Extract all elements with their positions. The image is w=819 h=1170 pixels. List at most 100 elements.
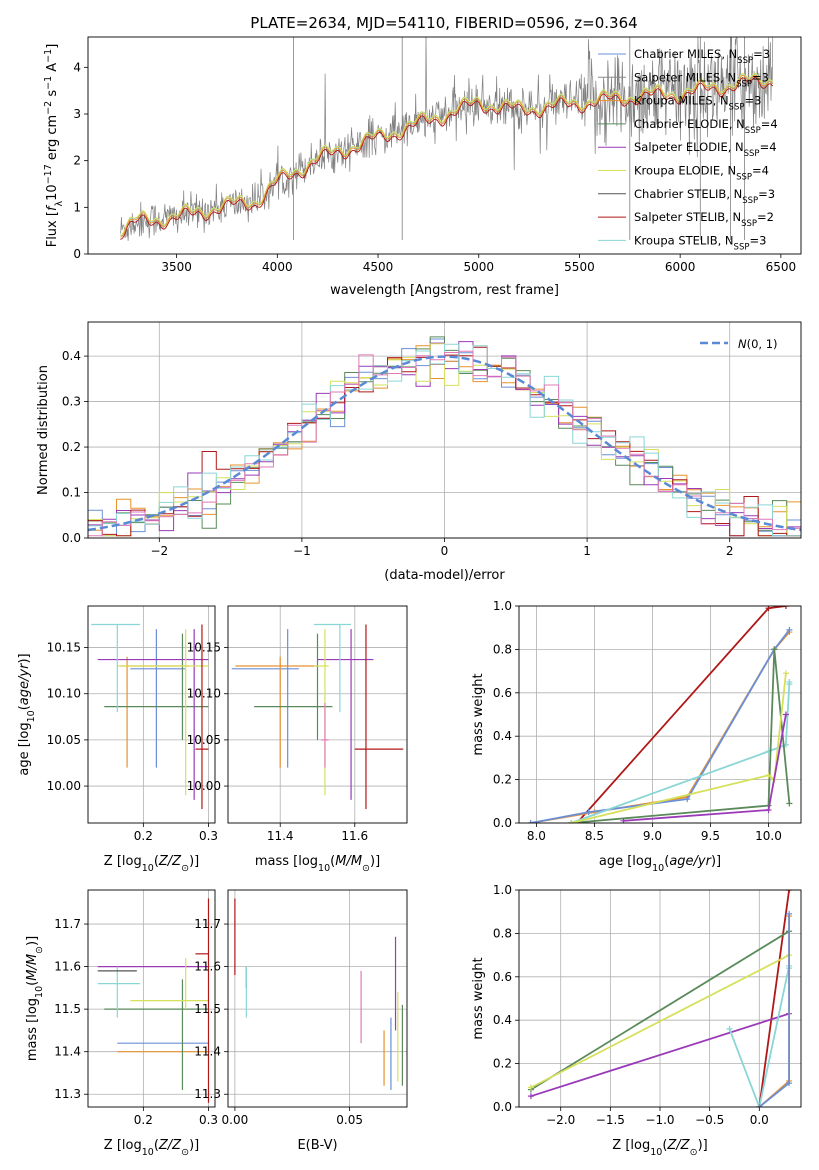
y-tick-label: 3 [73, 107, 81, 121]
legend-sub: SSP [737, 56, 753, 66]
label-part: age/yr [669, 854, 712, 869]
label-part: ( [662, 1138, 667, 1153]
label-part: ⊙ [181, 863, 189, 874]
label-part: −2 [43, 101, 54, 115]
x-tick-label: 5500 [564, 260, 595, 274]
label-part: Z/Z [158, 1138, 182, 1153]
y-tick-label: 1.0 [493, 883, 512, 897]
mass-weight-series [530, 629, 791, 823]
legend-label: Chabrier MILES, NSSP=3 [634, 47, 770, 66]
x-tick-label: −2 [150, 544, 168, 558]
y-tick-label: 11.6 [54, 960, 81, 974]
y-tick-label: 0.4 [493, 729, 512, 743]
plus-marker [786, 910, 793, 917]
legend-name: Kroupa STELIB, N [634, 233, 734, 247]
plus-marker [786, 681, 793, 688]
label-part: erg cm [45, 115, 60, 164]
label-part: s [45, 90, 60, 101]
plus-marker [782, 670, 789, 677]
label-part: f [45, 204, 60, 211]
figure-title: PLATE=2634, MJD=54110, FIBERID=0596, z=0… [250, 14, 637, 32]
mass-weight-series [570, 681, 791, 823]
x-axis-label: Z [log10(Z/Z⊙)] [104, 854, 199, 874]
x-tick-label: 11.4 [267, 829, 294, 843]
label-part: ( [17, 705, 32, 710]
x-axis-label: mass [log10(M/M⊙)] [255, 854, 380, 874]
label-part: )] [370, 854, 380, 869]
legend-sub: SSP [736, 79, 752, 89]
label-part: λ [54, 200, 65, 206]
x-tick-label: 0 [441, 544, 449, 558]
x-axis-label: Z [log10(Z/Z⊙)] [104, 1138, 199, 1158]
label-part: −1 [43, 76, 54, 90]
legend-value: =3 [758, 187, 775, 201]
label-part: ( [154, 854, 159, 869]
label-part: ⊙ [362, 863, 370, 874]
axes-frame [87, 321, 802, 539]
legend-value: =4 [760, 140, 777, 154]
legend-symbol: N [738, 337, 747, 351]
legend-sub: SSP [736, 173, 752, 183]
y-tick-label: 0.4 [493, 1013, 512, 1027]
y-tick-label: 0 [73, 247, 81, 261]
label-part: age [log [599, 854, 652, 869]
label-part: )] [698, 1138, 708, 1153]
y-tick-label: 0.1 [62, 486, 81, 500]
x-tick-label: 8.0 [527, 829, 546, 843]
x-tick-label: 6500 [766, 260, 797, 274]
mass-weight-series [576, 606, 787, 823]
label-part: ( [664, 854, 669, 869]
y-tick-label: 0.2 [62, 440, 81, 454]
label-part: −1 [43, 49, 54, 63]
plus-marker [527, 1093, 534, 1100]
x-tick-label: 0.00 [222, 1113, 249, 1127]
x-tick-label: 1 [583, 544, 591, 558]
y-tick-label: 0.0 [493, 816, 512, 830]
label-part: 10 [650, 1147, 662, 1158]
x-tick-label: 0.05 [336, 1113, 363, 1127]
x-tick-label: 6000 [665, 260, 696, 274]
x-tick-label: 0.3 [199, 1113, 218, 1127]
label-part: 10 [26, 710, 37, 722]
axes-frame [227, 889, 408, 1108]
legend-label: Chabrier ELODIE, NSSP=4 [634, 117, 778, 136]
x-axis-label: wavelength [Angstrom, rest frame] [330, 283, 559, 298]
y-tick-label: 10.10 [187, 687, 221, 701]
legend-name: Chabrier STELIB, N [634, 187, 742, 201]
x-tick-label: −0.5 [695, 1113, 724, 1127]
x-tick-label: 0.2 [134, 829, 153, 843]
plus-marker [782, 606, 789, 609]
x-tick-label: −2.0 [546, 1113, 575, 1127]
legend-value: =4 [761, 117, 778, 131]
legend-label: Chabrier STELIB, NSSP=3 [634, 187, 775, 206]
label-part: Flux [ [45, 211, 60, 247]
y-tick-label: 10.10 [47, 687, 81, 701]
x-tick-label: −1 [293, 544, 311, 558]
legend-sub: SSP [742, 196, 758, 206]
label-part: ] [45, 44, 60, 49]
label-part: )] [189, 1138, 199, 1153]
legend-name: Salpeter STELIB, N [634, 210, 741, 224]
y-axis-label: Normed distribution [36, 365, 51, 495]
mass-weight-series [530, 631, 791, 823]
y-tick-label: 4 [73, 60, 81, 74]
y-tick-label: 11.3 [194, 1087, 221, 1101]
legend-sub: SSP [741, 219, 757, 229]
legend-value: =3 [744, 94, 761, 108]
axes-frame [518, 889, 802, 1108]
y-tick-label: 10.05 [187, 733, 221, 747]
legend-value: =3 [752, 70, 769, 84]
x-tick-label: 0.0 [750, 1113, 769, 1127]
y-tick-label: 1 [73, 200, 81, 214]
label-part: Z [log [104, 854, 142, 869]
label-part: 10 [34, 986, 45, 998]
spectrum-model-line [120, 77, 774, 240]
mass-weight-series [530, 954, 790, 1089]
y-tick-label: 0.8 [493, 926, 512, 940]
y-tick-label: 0.2 [493, 773, 512, 787]
y-tick-label: 0.0 [493, 1100, 512, 1114]
spectrum-model-line [120, 72, 774, 236]
y-tick-label: 11.5 [194, 1002, 221, 1016]
